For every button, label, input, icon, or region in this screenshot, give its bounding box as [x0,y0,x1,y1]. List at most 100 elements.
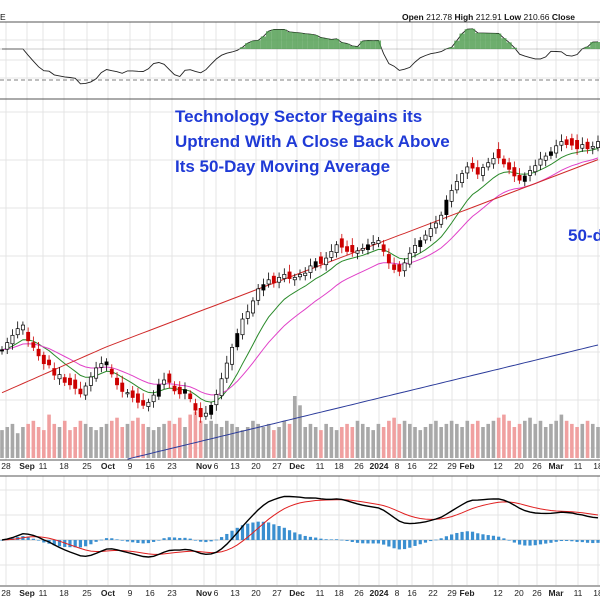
macd-histogram-bar [246,523,250,540]
volume-bar [10,423,15,458]
candle-body [88,376,93,386]
rsi-overbought-fill [480,33,486,49]
candle-body [94,367,99,379]
macd-histogram-bar [214,539,218,541]
x-tick-label: 11 [316,588,325,598]
macd-histogram-bar [329,539,333,540]
x-tick-label: 25 [82,461,92,471]
volume-bar [157,427,161,458]
volume-bar [47,414,51,458]
macd-histogram-bar [345,540,349,541]
candle-body [376,240,381,244]
macd-panel [0,495,600,558]
candle-body [104,361,109,366]
volume-bar [21,427,25,458]
candle-body [313,261,318,268]
candle-body [324,257,329,266]
macd-histogram-bar [188,538,192,540]
candle-body [151,394,156,403]
volume-bar [57,427,62,458]
x-tick-label: 12 [493,588,503,598]
candle-body [386,254,391,264]
candle-body [548,151,553,156]
volume-bar [261,427,266,458]
rsi-overbought-fill [375,40,382,49]
macd-histogram-bar [418,540,422,545]
x-tick-label: 29 [447,588,457,598]
candle-body [470,162,475,169]
candle-body [277,277,282,283]
x-tick-label: 9 [128,588,133,598]
macd-histogram-bar [0,540,4,541]
volume-bar [481,427,485,458]
candle-body [240,318,245,336]
volume-bar [73,427,77,458]
candle-body [345,246,350,252]
candle-body [507,162,512,170]
rsi-overbought-fill [459,33,465,49]
rsi-overbought-fill [313,35,319,49]
volume-bar [413,427,417,458]
macd-histogram-bar [178,537,182,540]
volume-bar [146,427,151,458]
x-tick-label: 18 [334,461,344,471]
macd-histogram-bar [272,524,276,540]
volume-bar [15,433,20,458]
chart-annotation: Technology Sector Regains its Uptrend Wi… [175,104,450,179]
volume-bar [449,420,454,458]
volume-bar [444,423,449,458]
candle-body [543,155,548,161]
x-tick-label: 6 [214,461,219,471]
volume-bar [355,420,360,458]
macd-histogram-bar [423,540,428,543]
macd-histogram-bar [172,537,177,540]
rsi-overbought-fill [360,41,366,49]
macd-histogram-bar [146,540,150,544]
candle-body [392,264,397,270]
macd-histogram-bar [481,534,485,540]
x-axis-labels-lower: 28 Sep 11 18 25 Oct 9 16 23 Nov 6 13 20 27 Dec 11 18 26 20… [1,588,600,598]
macd-histogram-bar [470,531,475,540]
candle-body [47,359,52,366]
volume-bar [162,423,166,458]
x-tick-label: 18 [334,588,344,598]
candle-body [10,334,15,345]
candle-body [109,368,114,375]
x-tick-label: Nov [196,588,212,598]
macd-histogram-bar [366,540,370,544]
volume-bar [198,420,203,458]
macd-histogram-bar [73,540,77,548]
candle-body [590,146,595,149]
volume-bar [570,423,574,458]
rsi-overbought-fill [469,28,476,49]
macd-histogram-bar [465,531,469,540]
macd-histogram-bar [167,537,171,540]
ohlc-header: Open 212.78 High 212.91 Low 210.66 Close [402,12,575,22]
volume-bar [219,427,224,458]
rsi-overbought-fill [590,42,596,49]
x-tick-label: 26 [532,588,542,598]
volume-bar [418,430,423,458]
x-tick-label: Mar [548,588,564,598]
x-tick-label: 26 [532,461,542,471]
candle-body [559,141,564,146]
candle-body [418,240,423,247]
ma50-label: 50-d [568,226,600,245]
candle-body [533,165,538,173]
macd-histogram-bar [497,536,501,540]
candle-body [188,393,193,400]
macd-histogram-bar [402,540,407,550]
volume-bar [240,430,245,458]
high-value: 212.91 [475,12,502,22]
macd-histogram-bar [450,534,454,540]
rsi-overbought-fill [245,43,251,49]
x-tick-label: 26 [354,588,364,598]
macd-histogram-bar [89,540,93,545]
volume-bar [42,430,46,458]
macd-histogram-bar [502,538,506,540]
x-tick-label: Feb [459,461,474,471]
candle-body [407,252,412,265]
volume-bar [502,414,506,458]
volume-bar [26,423,30,458]
